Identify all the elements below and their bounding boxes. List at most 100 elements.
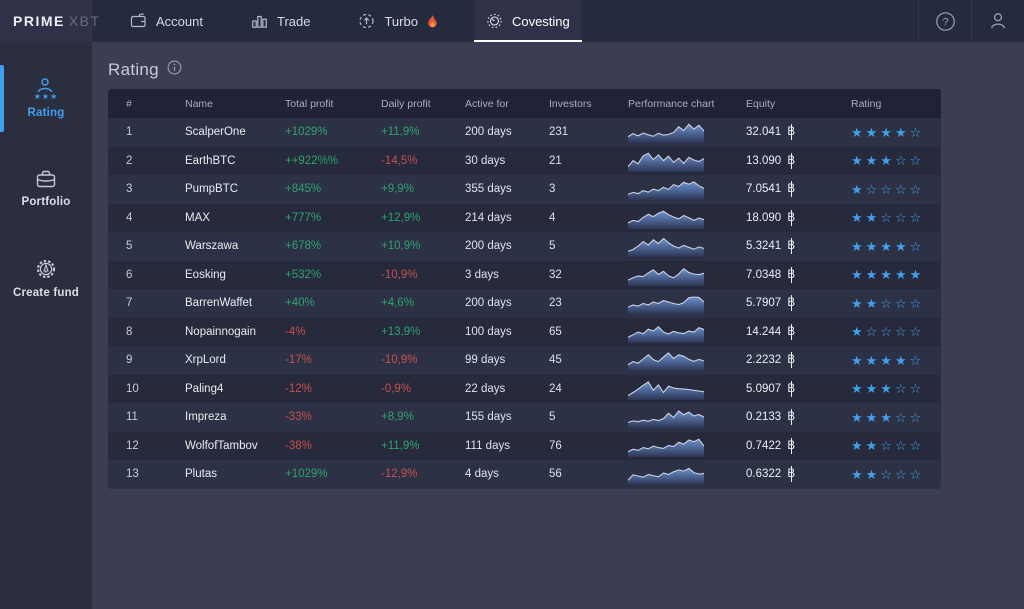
fund-name-cell: Warszawa bbox=[185, 240, 239, 253]
daily-profit-cell: +11,9% bbox=[381, 126, 420, 139]
tab-label: Covesting bbox=[511, 13, 570, 29]
table-row[interactable]: 12 WolfofTambov -38% +11,9% 111 days 76 … bbox=[108, 431, 941, 460]
sparkline-chart bbox=[628, 438, 704, 457]
rank-cell: 12 bbox=[126, 439, 139, 452]
rank-cell: 9 bbox=[126, 354, 133, 367]
sparkline-chart bbox=[628, 210, 704, 229]
equity-value: 14.244 bbox=[746, 325, 785, 338]
equity-value: 5.3241 bbox=[746, 240, 785, 253]
table-row[interactable]: 8 Nopainnogain -4% +13,9% 100 days 65 14… bbox=[108, 317, 941, 346]
column-header-equity: Equity bbox=[746, 97, 776, 110]
table-row[interactable]: 4 MAX +777% +12,9% 214 days 4 18.090 B ★… bbox=[108, 203, 941, 232]
fund-name-cell: Paling4 bbox=[185, 382, 224, 395]
column-header-rating: Rating bbox=[851, 97, 882, 110]
equity-cell: 5.0907 B bbox=[746, 380, 851, 397]
topbar-actions: ? bbox=[918, 0, 1024, 42]
rank-cell: 13 bbox=[126, 468, 139, 481]
table-row[interactable]: 3 PumpBTC +845% +9,9% 355 days 3 7.0541 … bbox=[108, 175, 941, 204]
daily-profit-cell: -12,9% bbox=[381, 468, 418, 481]
table-row[interactable]: 9 XrpLord -17% -10,9% 99 days 45 2.2232 … bbox=[108, 346, 941, 375]
fund-name-cell: Nopainnogain bbox=[185, 325, 256, 338]
sidebar-item-create-fund[interactable]: Create fund bbox=[0, 250, 92, 307]
active-for-cell: 155 days bbox=[465, 411, 512, 424]
star-rating: ★★☆☆☆ bbox=[851, 466, 925, 482]
sidebar-item-portfolio[interactable]: Portfolio bbox=[0, 161, 92, 216]
performance-chart-cell bbox=[628, 463, 746, 486]
table-row[interactable]: 2 EarthBTC ++922%% -14,5% 30 days 21 13.… bbox=[108, 146, 941, 175]
info-icon[interactable] bbox=[167, 60, 182, 80]
daily-profit-cell: +10,9% bbox=[381, 240, 421, 253]
baht-currency-symbol: B bbox=[787, 238, 796, 255]
tab-turbo[interactable]: Turbo bbox=[346, 0, 449, 42]
fund-name-cell: Impreza bbox=[185, 411, 227, 424]
sparkline-chart bbox=[628, 296, 704, 315]
performance-chart-cell bbox=[628, 264, 746, 286]
profile-button[interactable] bbox=[971, 0, 1024, 42]
equity-value: 32.041 bbox=[746, 126, 785, 139]
total-profit-cell: +40% bbox=[285, 297, 315, 310]
brand-logo[interactable]: PRIME XBT bbox=[0, 0, 99, 42]
equity-cell: 18.090 B bbox=[746, 209, 851, 226]
table-body: 1 ScalperOne +1029% +11,9% 200 days 231 … bbox=[108, 118, 941, 489]
equity-cell: 7.0541 B bbox=[746, 181, 851, 198]
performance-chart-cell bbox=[628, 178, 746, 201]
rank-cell: 7 bbox=[126, 297, 133, 310]
active-for-cell: 100 days bbox=[465, 325, 512, 338]
fund-name-cell: BarrenWaffet bbox=[185, 297, 253, 310]
investors-cell: 24 bbox=[549, 382, 562, 395]
logo-secondary-text: XBT bbox=[68, 13, 101, 29]
table-row[interactable]: 6 Eosking +532% -10,9% 3 days 32 7.0348 … bbox=[108, 260, 941, 289]
table-row[interactable]: 10 Paling4 -12% -0,9% 22 days 24 5.0907 … bbox=[108, 374, 941, 403]
active-for-cell: 355 days bbox=[465, 183, 512, 196]
investors-cell: 76 bbox=[549, 439, 562, 452]
baht-currency-symbol: B bbox=[787, 466, 796, 483]
total-profit-cell: +1029% bbox=[285, 126, 328, 139]
equity-value: 18.090 bbox=[746, 211, 785, 224]
table-row[interactable]: 1 ScalperOne +1029% +11,9% 200 days 231 … bbox=[108, 118, 941, 147]
equity-cell: 5.7907 B bbox=[746, 295, 851, 312]
equity-cell: 2.2232 B bbox=[746, 352, 851, 369]
sparkline-chart bbox=[628, 467, 704, 486]
table-row[interactable]: 13 Plutas +1029% -12,9% 4 days 56 0.6322… bbox=[108, 460, 941, 489]
table-row[interactable]: 7 BarrenWaffet +40% +4,6% 200 days 23 5.… bbox=[108, 289, 941, 318]
column-header-rank: # bbox=[126, 97, 132, 110]
baht-currency-symbol: B bbox=[787, 380, 796, 397]
covesting-dial-icon bbox=[486, 13, 503, 29]
bar-chart-icon bbox=[251, 13, 268, 29]
column-header-daily-profit: Daily profit bbox=[381, 97, 431, 110]
equity-cell: 13.090 B bbox=[746, 152, 851, 169]
help-button[interactable]: ? bbox=[918, 0, 971, 42]
wallet-icon bbox=[130, 13, 147, 29]
total-profit-cell: +532% bbox=[285, 268, 322, 281]
table-row[interactable]: 11 Impreza -33% +8,9% 155 days 5 0.2133 … bbox=[108, 403, 941, 432]
table-header-row: # Name Total profit Daily profit Active … bbox=[108, 89, 941, 118]
baht-currency-symbol: B bbox=[787, 181, 796, 198]
rank-cell: 2 bbox=[126, 154, 133, 167]
equity-cell: 5.3241 B bbox=[746, 238, 851, 255]
equity-value: 0.7422 bbox=[746, 439, 785, 452]
equity-value: 0.2133 bbox=[746, 411, 785, 424]
star-rating: ★★★☆☆ bbox=[851, 153, 925, 169]
rating-person-stars-icon: ★★★ bbox=[34, 78, 59, 101]
equity-cell: 0.6322 B bbox=[746, 466, 851, 483]
performance-chart-cell bbox=[628, 121, 746, 144]
performance-chart-cell bbox=[628, 235, 746, 258]
active-for-cell: 111 days bbox=[465, 439, 510, 452]
tab-trade[interactable]: Trade bbox=[239, 0, 322, 42]
sidebar-item-rating[interactable]: ★★★ Rating bbox=[0, 65, 92, 132]
investors-cell: 4 bbox=[549, 211, 556, 224]
star-rating: ★★★★☆ bbox=[851, 238, 925, 254]
tab-covesting[interactable]: Covesting bbox=[473, 0, 582, 42]
rank-cell: 1 bbox=[126, 126, 133, 139]
equity-cell: 0.7422 B bbox=[746, 437, 851, 454]
investors-cell: 45 bbox=[549, 354, 562, 367]
investors-cell: 23 bbox=[549, 297, 562, 310]
gear-fund-icon bbox=[35, 258, 57, 280]
equity-value: 2.2232 bbox=[746, 354, 785, 367]
tab-account[interactable]: Account bbox=[118, 0, 215, 42]
total-profit-cell: +777% bbox=[285, 211, 322, 224]
total-profit-cell: -12% bbox=[285, 382, 312, 395]
table-row[interactable]: 5 Warszawa +678% +10,9% 200 days 5 5.324… bbox=[108, 232, 941, 261]
daily-profit-cell: +12,9% bbox=[381, 211, 421, 224]
